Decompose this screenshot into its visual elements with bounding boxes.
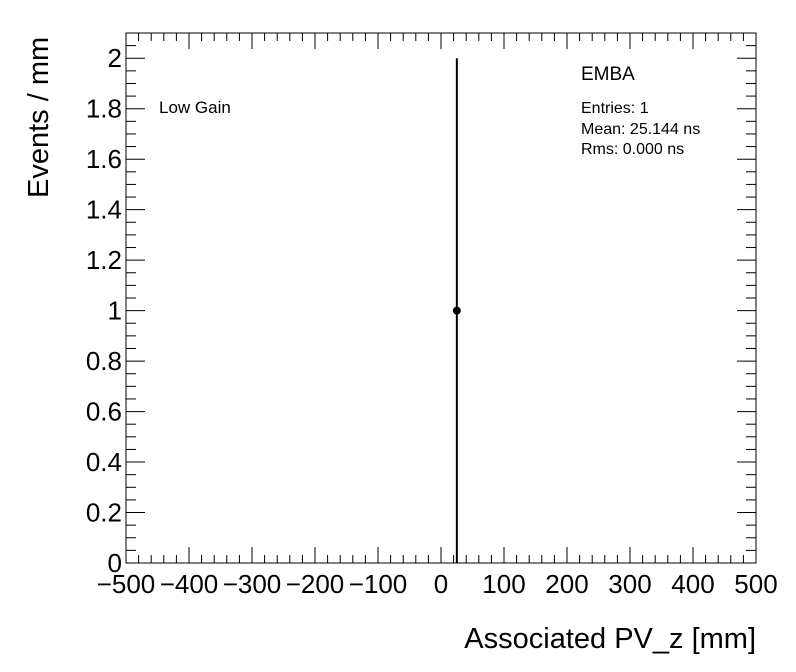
stats-rms: Rms: 0.000 ns <box>581 141 684 158</box>
x-axis-tick-labels: −500 −400 −300 −200 −100 0 100 200 300 400 500 <box>97 569 778 599</box>
y-tick-label: 0.8 <box>86 346 122 376</box>
y-tick-label: 0.6 <box>86 397 122 427</box>
x-tick-label: 400 <box>671 569 714 599</box>
region-label: Low Gain <box>159 98 231 117</box>
data-markers <box>452 58 461 563</box>
x-tick-label: 300 <box>608 569 651 599</box>
x-tick-label: −200 <box>286 569 345 599</box>
y-tick-label: 1.4 <box>86 195 122 225</box>
partition-label: EMBA <box>581 64 635 85</box>
x-axis-ticks <box>125 33 757 563</box>
x-tick-label: −400 <box>160 569 219 599</box>
y-axis-tick-labels: 0 0.2 0.4 0.6 0.8 1 1.2 1.4 1.6 1.8 2 <box>86 43 122 578</box>
x-tick-label: 0 <box>434 569 448 599</box>
y-axis-title: Events / mm <box>23 37 55 198</box>
x-axis-title: Associated PV_z [mm] <box>464 623 756 655</box>
y-tick-label: 0.4 <box>86 447 122 477</box>
x-tick-label: −100 <box>349 569 408 599</box>
x-tick-label: 100 <box>482 569 525 599</box>
data-point <box>452 306 461 315</box>
x-tick-label: 200 <box>545 569 588 599</box>
x-tick-label: 500 <box>734 569 777 599</box>
y-tick-label: 0.2 <box>86 498 122 528</box>
y-tick-label: 1.6 <box>86 144 122 174</box>
x-tick-label: −500 <box>97 569 156 599</box>
y-tick-label: 0 <box>108 548 122 578</box>
y-tick-label: 2 <box>108 43 122 73</box>
y-tick-label: 1.8 <box>86 94 122 124</box>
y-tick-label: 1.2 <box>86 245 122 275</box>
y-axis-ticks <box>126 32 756 564</box>
x-tick-label: −300 <box>223 569 282 599</box>
stats-entries: Entries: 1 <box>581 100 649 117</box>
stats-mean: Mean: 25.144 ns <box>581 121 700 138</box>
y-tick-label: 1 <box>108 296 122 326</box>
